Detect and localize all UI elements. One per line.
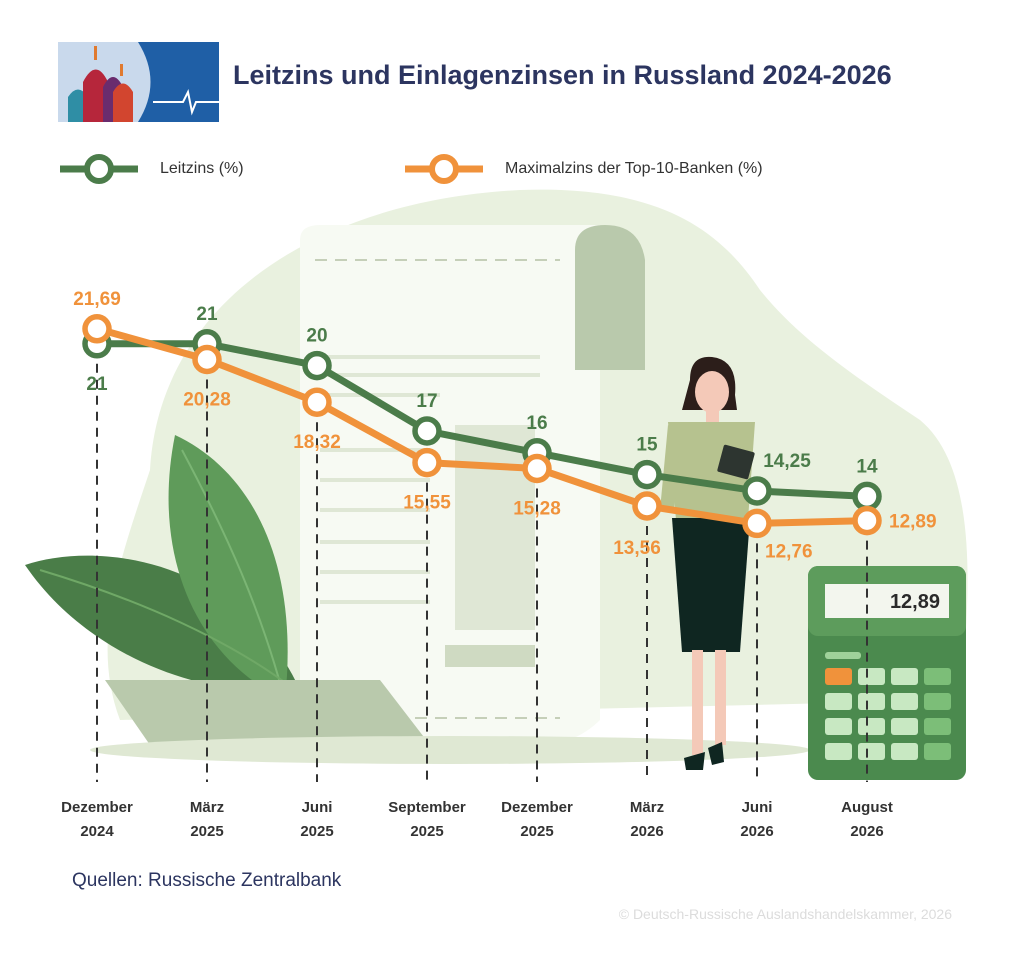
x-tick-label: September 2025 bbox=[388, 799, 466, 840]
series-line-0 bbox=[97, 340, 868, 500]
legend-item-maximalzins: Maximalzins der Top-10-Banken (%) bbox=[403, 152, 763, 186]
data-label: 21,69 bbox=[73, 289, 121, 310]
data-label: 14,25 bbox=[763, 451, 811, 472]
legend-label-maximalzins: Maximalzins der Top-10-Banken (%) bbox=[505, 160, 763, 177]
data-point bbox=[412, 416, 442, 446]
data-label: 15 bbox=[636, 435, 658, 456]
x-tick-label: Juni 2025 bbox=[300, 799, 333, 840]
data-label: 20 bbox=[306, 326, 327, 347]
calculator-key bbox=[891, 718, 918, 735]
x-tick-label: März 2026 bbox=[630, 799, 664, 840]
data-point bbox=[192, 344, 222, 375]
calculator-key bbox=[924, 743, 951, 760]
calculator-key bbox=[891, 743, 918, 760]
series-line-1 bbox=[96, 325, 868, 527]
data-point bbox=[742, 476, 772, 506]
data-label: 12,76 bbox=[765, 541, 813, 562]
legend-marker-orange bbox=[405, 154, 483, 184]
data-point bbox=[412, 447, 442, 478]
data-label: 17 bbox=[416, 391, 437, 412]
data-point bbox=[632, 459, 662, 490]
woman-illustration bbox=[660, 356, 755, 770]
data-label: 16 bbox=[526, 413, 547, 434]
calculator-key bbox=[924, 718, 951, 735]
data-label: 15,28 bbox=[513, 498, 561, 519]
legend-item-leitzins: Leitzins (%) bbox=[58, 152, 244, 186]
chart-title: Leitzins und Einlagenzinsen in Russland … bbox=[233, 60, 892, 90]
legend-marker-green bbox=[60, 154, 138, 184]
calculator-key bbox=[891, 668, 918, 685]
data-point bbox=[742, 508, 772, 539]
data-point bbox=[302, 350, 332, 381]
calculator-illustration: 12,89 bbox=[808, 566, 966, 780]
legend-label-leitzins: Leitzins (%) bbox=[160, 160, 244, 177]
calculator-key bbox=[858, 743, 885, 760]
data-point bbox=[852, 481, 882, 512]
copyright-note: © Deutsch-Russische Auslandshandelskamme… bbox=[618, 906, 952, 922]
data-label: 18,32 bbox=[293, 432, 341, 453]
x-tick-label: Dezember 2025 bbox=[501, 799, 573, 840]
data-label: 21 bbox=[196, 304, 218, 325]
calculator-key bbox=[858, 668, 885, 685]
calculator-key bbox=[825, 693, 852, 710]
data-point bbox=[302, 387, 332, 417]
calculator-key bbox=[891, 693, 918, 710]
calculator-key bbox=[825, 743, 852, 760]
calculator-key bbox=[825, 668, 852, 685]
x-tick-label: Dezember 2024 bbox=[61, 799, 133, 840]
data-label: 15,55 bbox=[403, 493, 451, 514]
data-label: 13,56 bbox=[613, 538, 661, 559]
data-point bbox=[852, 505, 882, 536]
calculator-display: 12,89 bbox=[890, 591, 940, 613]
x-tick-label: August 2026 bbox=[841, 799, 893, 840]
x-tick-label: Juni 2026 bbox=[740, 799, 773, 840]
calculator-key bbox=[924, 668, 951, 685]
x-tick-label: März 2025 bbox=[190, 799, 224, 840]
data-label: 14 bbox=[856, 456, 878, 477]
data-label: 20,28 bbox=[183, 389, 231, 410]
data-point bbox=[522, 453, 552, 484]
calculator-key bbox=[924, 693, 951, 710]
calculator-key bbox=[825, 718, 852, 735]
data-label: 12,89 bbox=[889, 512, 937, 533]
data-point bbox=[632, 491, 662, 521]
data-label: 21 bbox=[86, 374, 108, 395]
calculator-key bbox=[858, 718, 885, 735]
calculator-key bbox=[858, 693, 885, 710]
source-note: Quellen: Russische Zentralbank bbox=[72, 870, 342, 891]
logo bbox=[58, 42, 219, 122]
data-point bbox=[82, 314, 112, 344]
